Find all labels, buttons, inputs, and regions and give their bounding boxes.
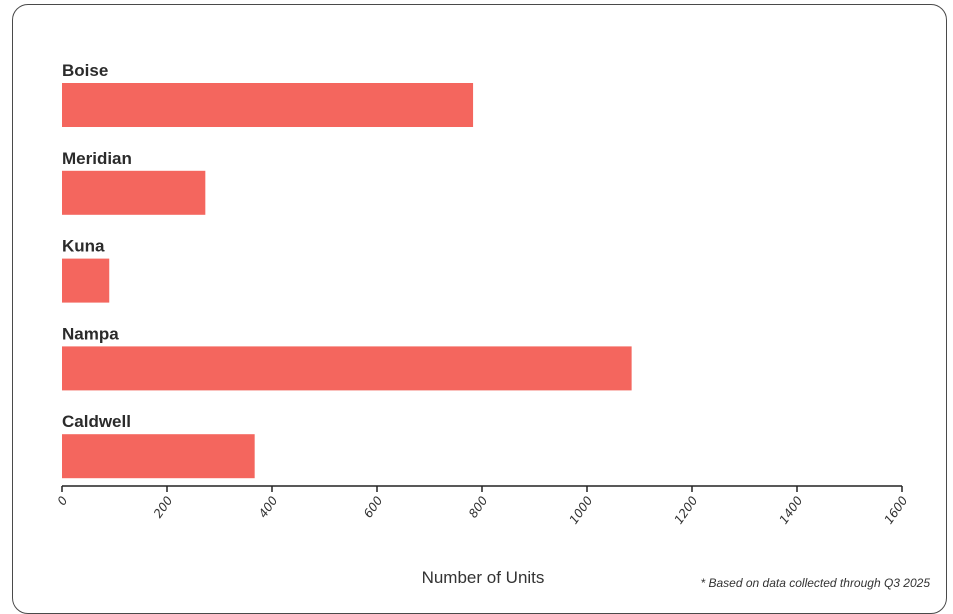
x-tick-label-0: 0 xyxy=(55,493,71,508)
footnote: * Based on data collected through Q3 202… xyxy=(701,576,931,590)
category-label-nampa: Nampa xyxy=(62,324,119,343)
x-tick-label-1400: 1400 xyxy=(776,493,805,526)
bars-group xyxy=(62,83,632,479)
category-labels: Boise Meridian Kuna Nampa Caldwell xyxy=(62,61,132,431)
x-tick-label-400: 400 xyxy=(256,493,281,520)
category-label-kuna: Kuna xyxy=(62,237,105,256)
bar-kuna xyxy=(62,258,110,303)
x-tick-label-800: 800 xyxy=(466,493,491,520)
x-axis-title: Number of Units xyxy=(422,568,545,587)
x-tick-label-600: 600 xyxy=(361,493,386,520)
bar-boise xyxy=(62,83,474,127)
bar-caldwell xyxy=(62,434,255,479)
x-tick-label-1600: 1600 xyxy=(881,493,910,526)
bar-nampa xyxy=(62,346,632,391)
x-tick-label-200: 200 xyxy=(151,493,176,520)
bar-chart: Boise Meridian Kuna Nampa Caldwell 0 200 400 60… xyxy=(55,61,931,590)
x-tick-label-1000: 1000 xyxy=(566,493,595,526)
x-axis: 0 200 400 600 800 1000 1200 1400 1600 xyxy=(55,485,911,527)
category-label-meridian: Meridian xyxy=(62,149,132,168)
x-tick-label-1200: 1200 xyxy=(671,493,700,526)
bar-meridian xyxy=(62,170,206,215)
category-label-caldwell: Caldwell xyxy=(62,412,131,431)
category-label-boise: Boise xyxy=(62,61,108,80)
